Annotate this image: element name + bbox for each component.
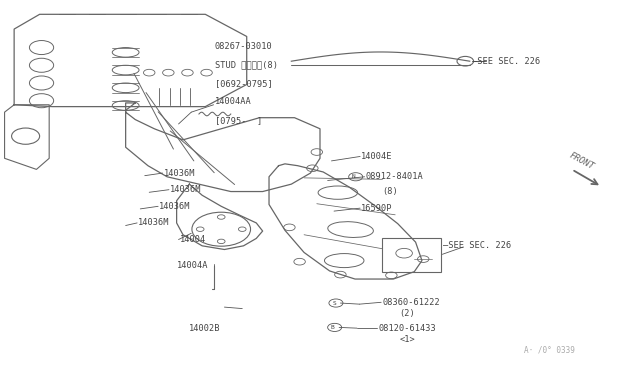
Text: —SEE SEC. 226: —SEE SEC. 226 (472, 57, 540, 66)
Text: FRONT: FRONT (567, 151, 595, 171)
Text: 08912-8401A: 08912-8401A (366, 172, 424, 181)
Text: 14036M: 14036M (159, 202, 191, 211)
Text: 16590P: 16590P (362, 203, 393, 213)
Text: 14004A: 14004A (177, 261, 208, 270)
Text: 14036M: 14036M (164, 169, 195, 177)
Text: 14004E: 14004E (362, 152, 393, 161)
Text: 14004: 14004 (180, 235, 206, 244)
Text: N: N (352, 174, 356, 179)
Text: <1>: <1> (399, 335, 415, 344)
Text: A· /0° 0339: A· /0° 0339 (524, 346, 575, 355)
Text: 08267-03010: 08267-03010 (215, 42, 273, 51)
Text: —SEE SEC. 226: —SEE SEC. 226 (443, 241, 511, 250)
Text: 14036M: 14036M (138, 218, 170, 227)
Bar (383, 238, 441, 272)
Text: 08360-61222: 08360-61222 (383, 298, 440, 307)
Text: 14036M: 14036M (170, 185, 202, 194)
Text: B: B (331, 325, 335, 330)
Text: [0795-  ]: [0795- ] (215, 116, 262, 125)
Text: S: S (332, 301, 336, 305)
Text: 08120-61433: 08120-61433 (379, 324, 436, 333)
Text: (2): (2) (399, 309, 415, 318)
Text: [0692-0795]: [0692-0795] (215, 79, 273, 88)
Text: (8): (8) (383, 187, 398, 196)
Text: STUD スタッド(8): STUD スタッド(8) (215, 60, 278, 70)
Text: 14002B: 14002B (189, 324, 221, 333)
Text: 14004AA: 14004AA (215, 97, 252, 106)
